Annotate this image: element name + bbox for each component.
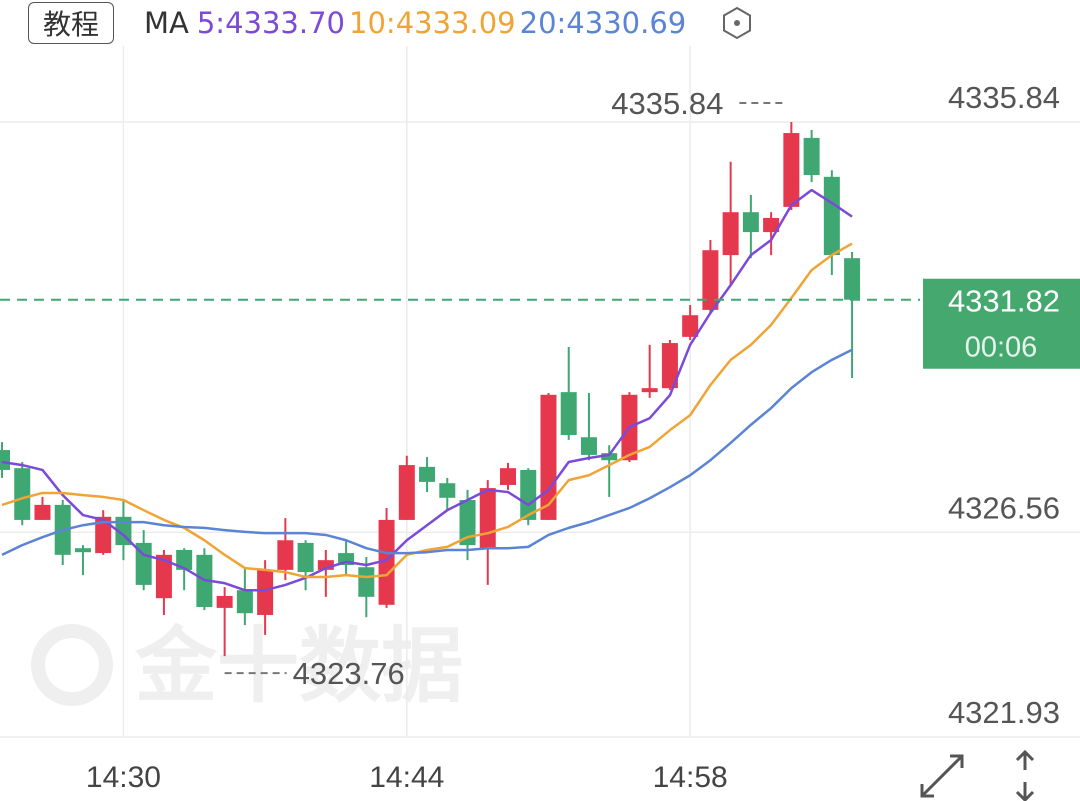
candle-body bbox=[803, 137, 820, 176]
candle-body bbox=[14, 468, 31, 520]
candle-body bbox=[155, 554, 172, 599]
candle-body bbox=[34, 504, 51, 520]
candle-body bbox=[682, 315, 699, 337]
scroll-icon[interactable] bbox=[1015, 749, 1035, 801]
candle-body bbox=[358, 567, 375, 597]
candle-body bbox=[338, 553, 355, 566]
x-tick-label: 14:30 bbox=[86, 761, 161, 794]
candle-body bbox=[257, 569, 274, 615]
candle-body bbox=[540, 394, 557, 520]
y-tick-label: 4335.84 bbox=[948, 80, 1060, 115]
countdown-label: 00:06 bbox=[965, 332, 1038, 364]
watermark-text: 金十数据 bbox=[134, 621, 463, 712]
x-tick-label: 14:44 bbox=[369, 761, 444, 794]
candle-body bbox=[277, 540, 294, 570]
y-tick-label: 4321.93 bbox=[948, 695, 1060, 730]
current-price-box bbox=[923, 278, 1080, 369]
candle-body bbox=[74, 548, 91, 553]
candle-body bbox=[236, 590, 253, 614]
y-tick-label: 4326.56 bbox=[948, 490, 1060, 525]
candle-body bbox=[661, 343, 678, 389]
legend-entry: 5:4333.70 bbox=[196, 6, 346, 40]
toolbar: 教程 MA 5:4333.70 10:4333.09 20:4330.69 bbox=[0, 0, 1080, 46]
candle-body bbox=[297, 542, 314, 573]
candle-body bbox=[641, 388, 658, 393]
ma-line bbox=[1, 188, 853, 592]
candle-body bbox=[580, 437, 597, 455]
candle-body bbox=[601, 453, 618, 461]
candle-body bbox=[459, 500, 476, 546]
legend-entry: 10:4333.09 bbox=[349, 6, 516, 40]
ma-line bbox=[1, 242, 853, 579]
max-label: 4335.84 bbox=[611, 86, 723, 121]
candle-body bbox=[479, 488, 496, 549]
candle-body bbox=[378, 519, 395, 605]
candle-body bbox=[763, 217, 780, 233]
current-price-label: 4331.82 bbox=[948, 284, 1060, 319]
legend-title: MA bbox=[144, 6, 189, 40]
candle-body bbox=[398, 465, 415, 520]
candle-body bbox=[520, 469, 537, 520]
watermark: 金十数据 bbox=[31, 621, 463, 712]
tutorial-button[interactable]: 教程 bbox=[28, 2, 114, 44]
expand-icon[interactable] bbox=[920, 754, 964, 798]
candle-body bbox=[216, 595, 233, 608]
candle-body bbox=[560, 392, 577, 436]
candle-body bbox=[722, 212, 739, 256]
candle-body bbox=[823, 176, 840, 256]
candle-body bbox=[0, 450, 10, 470]
min-label: 4323.76 bbox=[293, 656, 405, 691]
candle-body bbox=[419, 466, 436, 482]
candle-body bbox=[176, 549, 193, 570]
settings-icon[interactable] bbox=[720, 6, 754, 40]
candle-body bbox=[702, 250, 719, 310]
candle-body bbox=[844, 258, 861, 300]
candle-body bbox=[500, 468, 516, 485]
x-tick-label: 14:58 bbox=[653, 761, 728, 794]
legend: 5:4333.70 10:4333.09 20:4330.69 bbox=[197, 6, 690, 40]
candle-body bbox=[439, 483, 456, 498]
candle-body bbox=[783, 133, 800, 207]
candles bbox=[0, 122, 861, 657]
candle-body bbox=[317, 560, 334, 570]
ma-line bbox=[1, 348, 853, 556]
candle-body bbox=[95, 516, 112, 554]
grid bbox=[0, 46, 1080, 738]
candle-body bbox=[135, 542, 152, 585]
legend-entry: 20:4330.69 bbox=[519, 6, 687, 40]
candle-body bbox=[742, 212, 759, 233]
